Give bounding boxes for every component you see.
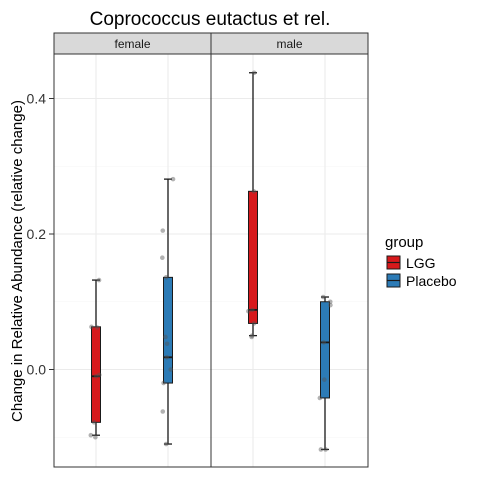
data-point	[91, 420, 97, 425]
box-lgg	[246, 70, 258, 340]
data-point	[97, 372, 102, 378]
facet-strip-label: female	[114, 37, 150, 51]
box-iqr	[91, 326, 101, 423]
data-point	[317, 395, 323, 401]
box-lgg	[88, 277, 102, 440]
data-point	[323, 447, 328, 452]
data-point	[328, 302, 333, 308]
data-point	[94, 325, 100, 330]
data-point	[251, 321, 257, 326]
data-point	[163, 334, 168, 340]
data-point	[321, 340, 327, 345]
panel-background	[54, 54, 211, 467]
legend: group LGG Placebo	[385, 234, 457, 289]
facet-panels: female male	[53, 32, 369, 468]
y-axis-label: Change in Relative Abundance (relative c…	[9, 100, 26, 422]
data-point	[164, 355, 170, 360]
chart-title: Coprococcus eutactus et rel.	[90, 9, 331, 30]
data-point	[160, 255, 165, 261]
data-point	[320, 294, 326, 300]
data-point	[251, 70, 257, 76]
data-point	[161, 380, 166, 386]
data-point	[88, 432, 94, 438]
legend-items: LGG Placebo	[386, 255, 457, 289]
data-point	[89, 324, 94, 330]
data-point	[246, 308, 251, 314]
legend-label: LGG	[406, 255, 436, 271]
panel-background	[211, 54, 368, 467]
data-point	[327, 299, 333, 305]
box-placebo	[317, 294, 333, 452]
data-point	[318, 447, 324, 452]
data-point	[163, 441, 169, 447]
legend-label: Placebo	[406, 273, 457, 289]
y-axis-ticks: 0.0 0.2 0.4	[27, 91, 54, 378]
data-point	[93, 373, 99, 379]
box-placebo	[160, 176, 176, 447]
data-point	[249, 333, 255, 338]
data-point	[251, 189, 257, 194]
y-tick-label: 0.4	[27, 91, 47, 107]
data-point	[163, 275, 169, 280]
facet-panel-male: male	[210, 32, 369, 468]
box-iqr	[163, 276, 173, 384]
data-point	[250, 307, 255, 313]
box-iqr	[248, 190, 258, 324]
y-tick-label: 0.2	[27, 226, 47, 242]
data-point	[322, 377, 327, 382]
facet-panel-female: female	[53, 32, 212, 468]
data-point	[249, 334, 254, 340]
panel-border	[210, 53, 369, 468]
data-point	[164, 341, 170, 347]
data-point	[160, 409, 166, 414]
legend-title: group	[385, 234, 423, 251]
data-point	[170, 176, 176, 182]
facet-strip-label: male	[276, 37, 302, 51]
data-point	[168, 367, 174, 372]
data-point	[96, 277, 102, 283]
data-point	[93, 434, 98, 440]
box-iqr	[320, 301, 330, 399]
y-tick-label: 0.0	[27, 362, 47, 378]
data-point	[160, 228, 166, 233]
